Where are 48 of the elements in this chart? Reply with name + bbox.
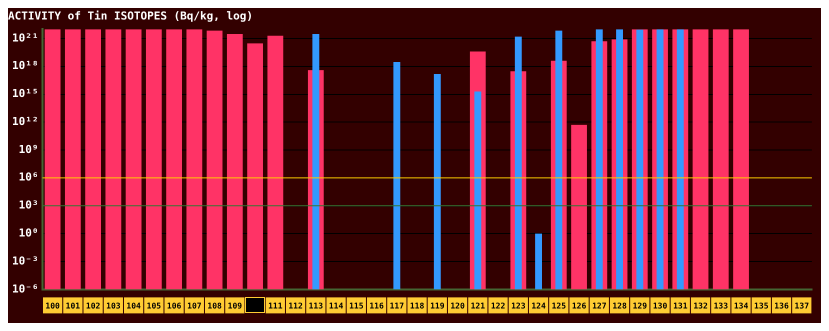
y-tick-label: 10¹⁸	[12, 59, 38, 72]
x-tick-label: 100	[45, 301, 60, 310]
y-tick-label: 10⁻⁶	[12, 282, 38, 296]
x-tick-label: 125	[552, 301, 566, 310]
x-tick-label: 119	[430, 301, 445, 310]
x-tick-label: 123	[511, 301, 526, 310]
x-tick-label: 133	[714, 301, 728, 310]
x-tick-label: 115	[349, 301, 364, 310]
x-tick-label: 116	[369, 301, 384, 310]
x-tick-label: 117	[390, 301, 404, 310]
x-tick-label: 134	[734, 301, 748, 310]
x-tick-label: 132	[693, 301, 708, 310]
x-tick-label: 102	[86, 301, 101, 310]
x-tick-label: 124	[531, 301, 546, 310]
x-tick-label: 108	[207, 301, 222, 310]
x-tick-label: 126	[572, 301, 586, 310]
x-tick-label: 121	[470, 301, 486, 310]
x-tick-label: 130	[652, 301, 668, 310]
y-tick-label: 10¹²	[12, 114, 38, 128]
x-tick-label: 118	[410, 301, 424, 310]
x-tick-label: 136	[774, 301, 789, 310]
x-tick-label: 127	[592, 301, 607, 310]
x-tick-label: 131	[673, 301, 688, 310]
x-tick-label: 122	[490, 301, 506, 310]
x-tick-label: 129	[632, 301, 648, 310]
y-tick-label: 10⁹	[18, 142, 38, 156]
x-tick-label: 103	[106, 301, 121, 310]
y-tick-label: 10⁻³	[12, 254, 38, 268]
x-tick-label: 128	[612, 301, 627, 310]
x-tick-label: 106	[166, 301, 182, 310]
x-tick-label: 114	[328, 301, 344, 310]
x-tick-label: 137	[794, 301, 810, 310]
x-tick-label: 120	[450, 301, 465, 310]
x-tick-label: 135	[754, 301, 769, 310]
y-tick-label: 10³	[18, 198, 38, 212]
chart-title: ACTIVITY of Tin ISOTOPES (Bq/kg, log)	[8, 9, 254, 22]
y-tick-label: 10⁰	[18, 226, 38, 240]
x-tick-label: 109	[228, 301, 242, 310]
x-tick-label: 101	[66, 301, 80, 310]
x-tick-label: 105	[146, 301, 162, 310]
x-tick-label: 104	[126, 301, 142, 310]
y-tick-label: 10²¹	[12, 31, 38, 44]
y-tick-label: 10⁶	[18, 170, 38, 184]
y-tick-label: 10¹⁵	[12, 87, 38, 100]
x-tick-label: 113	[308, 301, 324, 310]
x-tick-label: 112	[288, 301, 303, 310]
x-tick-label: 111	[268, 301, 283, 310]
x-tick-label: 107	[187, 301, 202, 310]
